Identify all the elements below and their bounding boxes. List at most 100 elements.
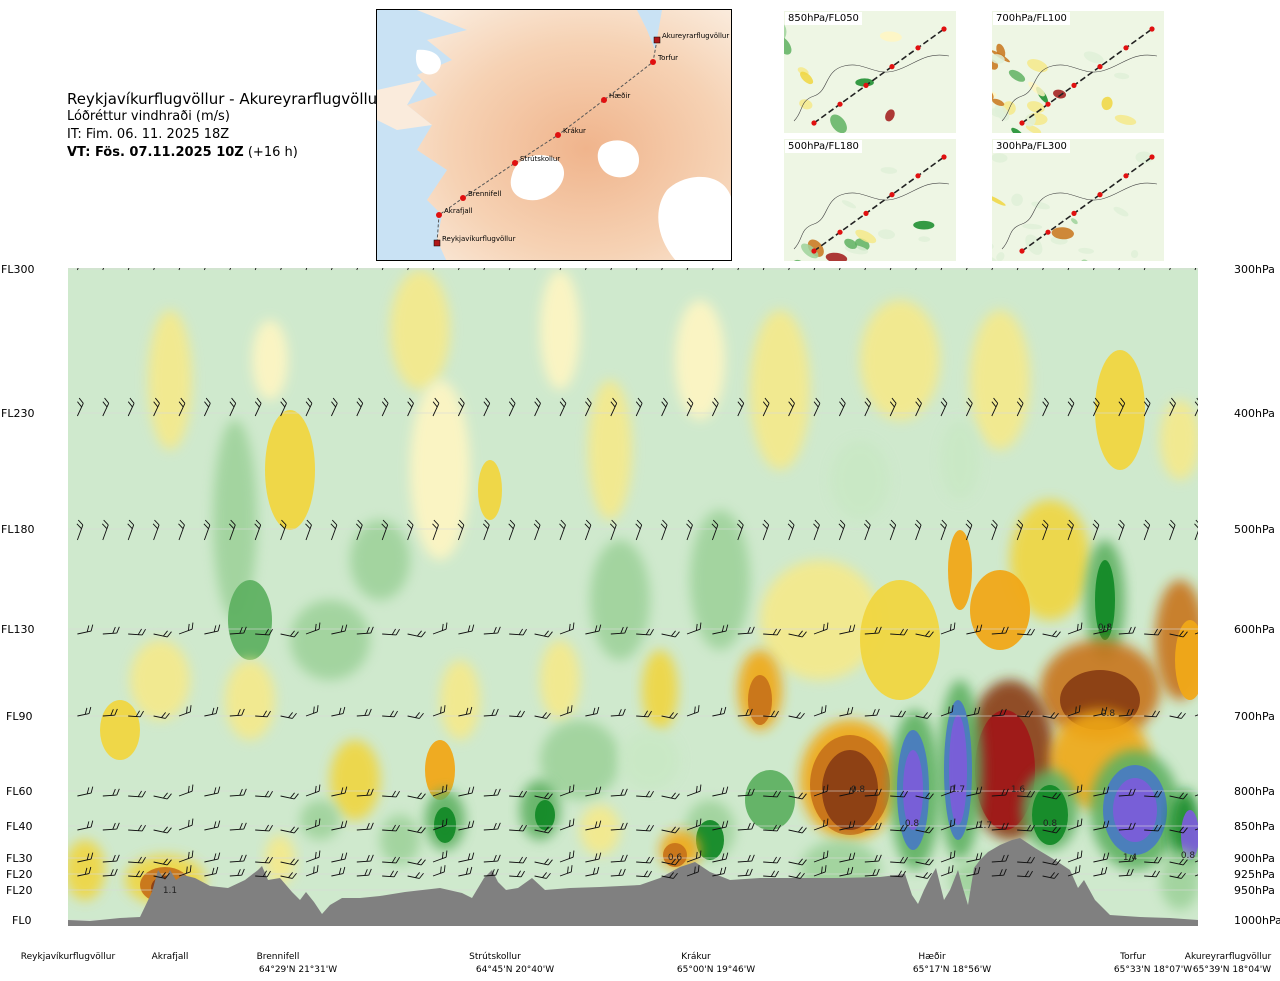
- mini-map-label: 500hPa/FL180: [785, 140, 862, 153]
- velocity-cell: [100, 700, 140, 760]
- velocity-cell: [1113, 778, 1157, 842]
- wind-barb: [1092, 519, 1100, 541]
- velocity-cell: [380, 815, 420, 865]
- wind-barb: [915, 712, 932, 719]
- cross-section-chart: 1.1 0.6 0.8 0.8 1.7 1.7 1.6 0.8 1.4 0.8 0.8 0.8 FL3…: [1, 262, 1280, 975]
- wind-barb: [483, 626, 501, 635]
- wind-barb: [610, 788, 628, 797]
- wind-barb: [407, 712, 424, 719]
- wind-barb: [46, 520, 58, 540]
- wind-barb: [737, 626, 755, 635]
- wind-barb: [585, 852, 602, 863]
- mini-map-waypoint: [837, 101, 843, 107]
- wind-barb: [432, 784, 448, 797]
- wind-barb: [839, 706, 854, 717]
- wind-barb: [686, 705, 700, 717]
- wind-barb: [46, 262, 56, 270]
- wind-barb: [534, 712, 551, 719]
- wind-barb: [255, 870, 271, 878]
- wind-barb: [661, 712, 678, 719]
- wind-barb: [178, 705, 192, 717]
- wind-barb: [254, 519, 262, 541]
- mini-map-field: [1130, 250, 1139, 258]
- map-waypoint-label: Strútskollur: [520, 155, 560, 163]
- wind-barb: [813, 705, 827, 717]
- level-label-hpa: 400hPa: [1234, 407, 1275, 420]
- wind-barb: [255, 824, 273, 832]
- map-waypoint-marker: [650, 59, 656, 65]
- wind-barb: [813, 397, 821, 417]
- wind-barb: [1017, 710, 1033, 718]
- wind-barb: [813, 818, 829, 831]
- wind-barb: [991, 854, 1009, 863]
- value-annotation: 1.7: [978, 821, 992, 831]
- wind-barb: [788, 858, 807, 866]
- wind-barb: [483, 854, 501, 863]
- wind-barb: [660, 519, 668, 541]
- map-waypoint-marker: [512, 160, 518, 166]
- wind-barb: [153, 826, 172, 834]
- wind-barb: [203, 519, 211, 541]
- map-waypoint-label: Hæðir: [609, 92, 630, 100]
- wind-barb: [610, 397, 618, 417]
- wind-barb: [509, 856, 527, 864]
- mini-map-coast: [1001, 182, 1158, 250]
- mini-map-field: [885, 109, 895, 122]
- wind-barb: [331, 852, 348, 863]
- level-label-hpa: 925hPa: [1234, 868, 1275, 881]
- mini-map-label: 850hPa/FL050: [785, 12, 862, 25]
- wind-barb: [382, 870, 398, 878]
- wind-barb: [77, 624, 94, 635]
- wind-barb: [1042, 630, 1061, 638]
- wind-barb: [661, 792, 680, 800]
- value-annotation: 0.6: [668, 853, 683, 863]
- value-annotation: 1.1: [163, 886, 177, 896]
- wind-barb: [1093, 820, 1110, 831]
- mini-map-waypoint: [1019, 120, 1025, 126]
- wind-barb: [178, 865, 192, 877]
- wind-barb: [661, 858, 680, 866]
- map-waypoint-label: Akureyrarflugvöllur: [662, 32, 729, 40]
- wind-barb: [940, 622, 956, 635]
- wind-barb: [763, 790, 781, 798]
- wind-barb: [686, 850, 702, 863]
- mini-map-700-svg: [992, 11, 1164, 133]
- map-waypoints: Akureyrarflugvöllur Torfur Hæðir Krákur Strú…: [433, 32, 729, 247]
- wind-barb: [636, 856, 654, 864]
- velocity-cell: [748, 675, 772, 725]
- valid-time-lead: (+16 h): [247, 145, 298, 160]
- mini-map-500: 500hPa/FL180: [784, 139, 956, 261]
- wind-barb: [737, 854, 755, 863]
- location-coordinate: 65°17'N 18°56'W: [913, 965, 991, 975]
- mini-map-field: [918, 236, 931, 242]
- wind-barb: [636, 710, 652, 718]
- issue-time: IT: Fim. 06. 11. 2025 18Z: [67, 127, 230, 142]
- velocity-cell: [225, 660, 275, 740]
- wind-barb: [966, 820, 983, 831]
- velocity-cell: [1095, 350, 1145, 470]
- wind-barb: [203, 397, 211, 417]
- wind-barb: [102, 868, 118, 877]
- wind-barb: [559, 397, 567, 417]
- level-label-hpa: 700hPa: [1234, 710, 1275, 723]
- wind-barb: [128, 790, 146, 798]
- wind-barb: [1016, 397, 1024, 417]
- map-waypoint-label: Brennifell: [468, 190, 501, 198]
- wind-barb: [1194, 856, 1198, 863]
- wind-barb: [1042, 858, 1061, 866]
- wind-barb: [585, 624, 602, 635]
- mini-map-waypoint: [811, 120, 817, 126]
- plot-area: 1.1 0.6 0.8 0.8 1.7 1.7 1.6 0.8 1.4 0.8 0.8 0.8: [46, 262, 1198, 926]
- wind-barb: [1144, 870, 1160, 878]
- wind-barb: [152, 519, 160, 541]
- velocity-cell: [975, 710, 1035, 830]
- mini-map-field: [799, 99, 813, 110]
- value-annotation: 1.6: [1011, 785, 1026, 795]
- wind-barb: [1144, 856, 1162, 864]
- wind-barb: [864, 854, 882, 863]
- wind-barb: [1118, 626, 1136, 635]
- wind-barb: [864, 626, 882, 635]
- velocity-cell: [540, 270, 580, 390]
- wind-barb: [305, 705, 319, 717]
- wind-barb: [712, 820, 729, 831]
